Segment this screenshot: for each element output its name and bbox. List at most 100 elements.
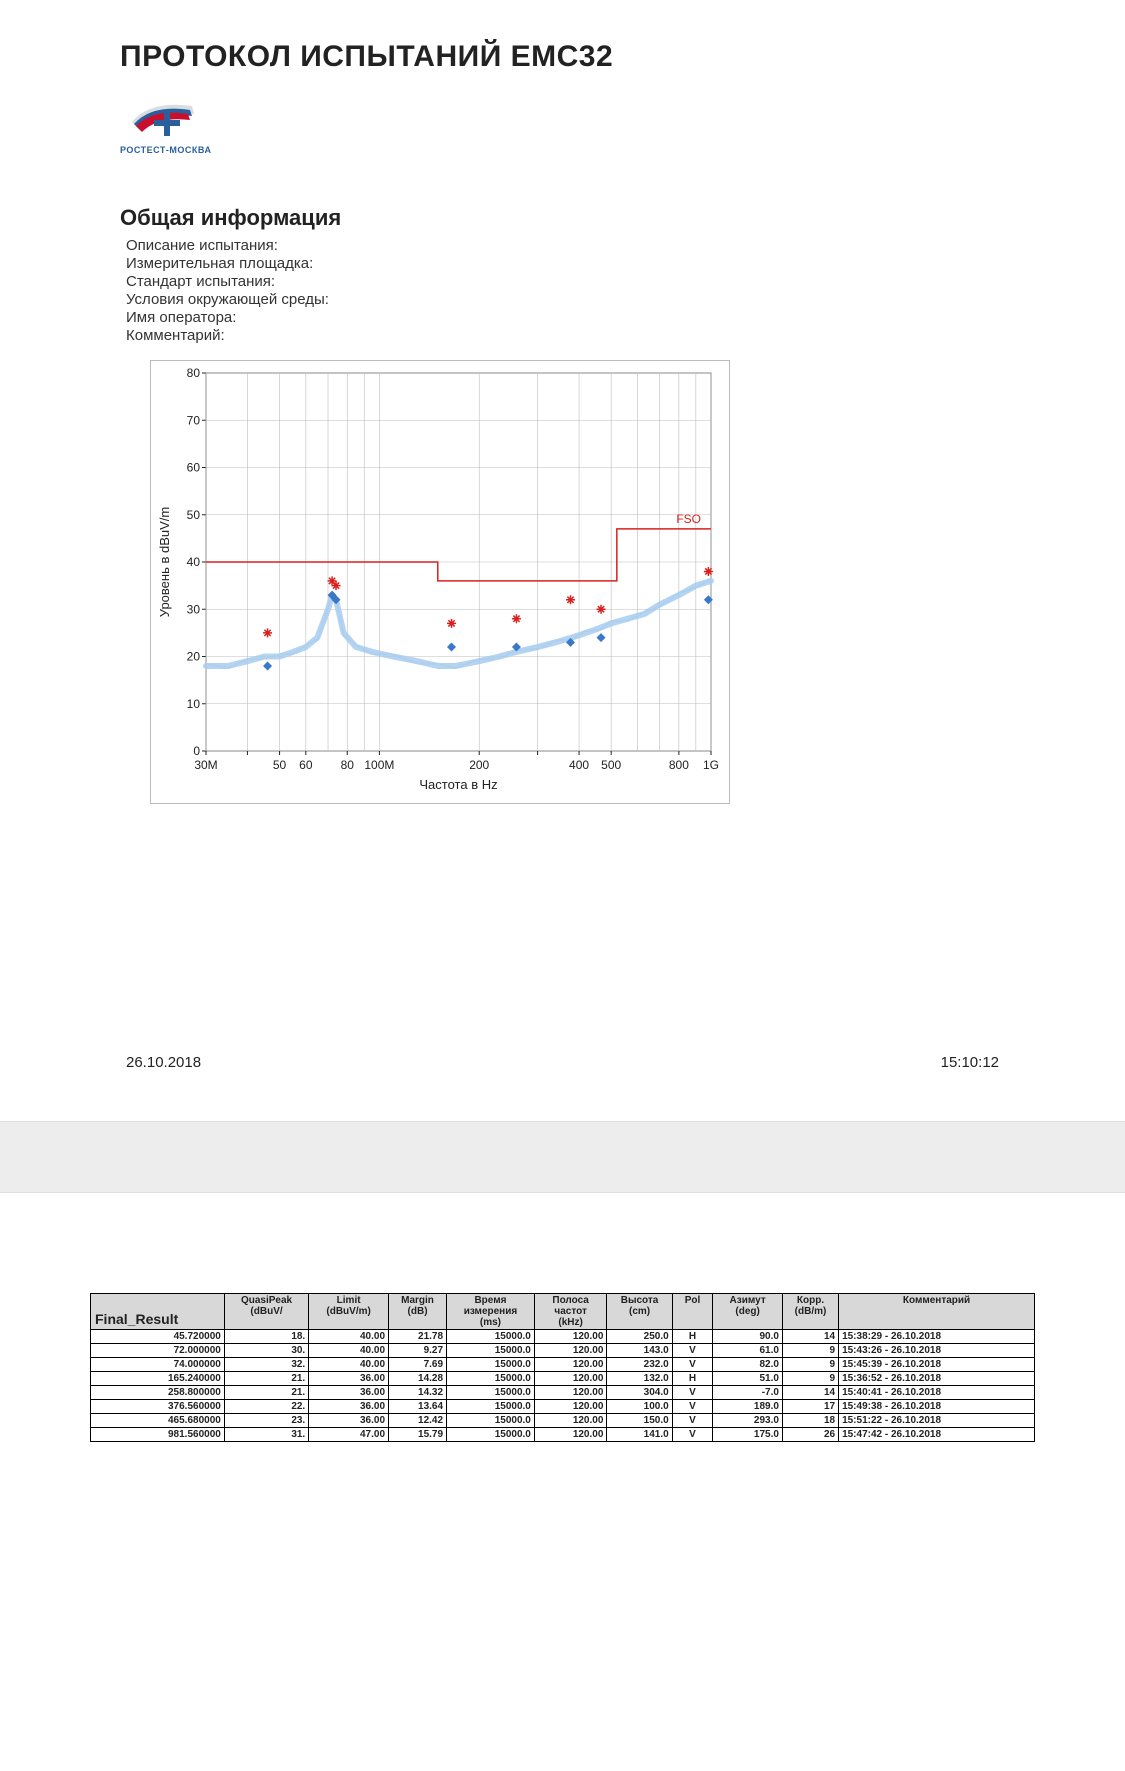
- table-cell: 150.0: [607, 1414, 672, 1428]
- table-cell: 14.32: [389, 1386, 447, 1400]
- svg-text:Уровень в dBuV/m: Уровень в dBuV/m: [157, 507, 172, 617]
- info-line: Описание испытания:: [126, 237, 1005, 254]
- col-header: Margin(dB): [389, 1294, 447, 1330]
- col-header: Pol: [672, 1294, 713, 1330]
- table-cell: 9: [782, 1358, 838, 1372]
- table-cell: 21.: [224, 1386, 308, 1400]
- table-cell: 250.0: [607, 1330, 672, 1344]
- info-line: Имя оператора:: [126, 309, 1005, 326]
- svg-text:Частота в Hz: Частота в Hz: [419, 777, 497, 792]
- table-row: 465.68000023.36.0012.4215000.0120.00150.…: [91, 1414, 1035, 1428]
- table-cell: 14: [782, 1330, 838, 1344]
- table-cell: 31.: [224, 1428, 308, 1442]
- svg-text:500: 500: [601, 758, 621, 772]
- table-cell: 293.0: [713, 1414, 783, 1428]
- table-cell: V: [672, 1344, 713, 1358]
- rostest-logo-icon: [120, 92, 210, 142]
- table-cell: 30.: [224, 1344, 308, 1358]
- table-cell: 23.: [224, 1414, 308, 1428]
- table-cell: 36.00: [309, 1372, 389, 1386]
- table-cell: 40.00: [309, 1330, 389, 1344]
- table-cell: 15000.0: [447, 1372, 535, 1386]
- table-cell: 32.: [224, 1358, 308, 1372]
- table-cell: 120.00: [534, 1414, 607, 1428]
- svg-text:10: 10: [187, 697, 201, 711]
- table-cell: 15:45:39 - 26.10.2018: [839, 1358, 1035, 1372]
- col-header: Азимут(deg): [713, 1294, 783, 1330]
- table-cell: 18: [782, 1414, 838, 1428]
- table-cell: 15000.0: [447, 1414, 535, 1428]
- table-row: 74.00000032.40.007.6915000.0120.00232.0V…: [91, 1358, 1035, 1372]
- table-cell: 74.000000: [91, 1358, 225, 1372]
- col-header: Высота(cm): [607, 1294, 672, 1330]
- table-cell: 15:47:42 - 26.10.2018: [839, 1428, 1035, 1442]
- table-cell: 15:49:38 - 26.10.2018: [839, 1400, 1035, 1414]
- table-cell: 465.680000: [91, 1414, 225, 1428]
- table-cell: 165.240000: [91, 1372, 225, 1386]
- table-cell: 189.0: [713, 1400, 783, 1414]
- table-cell: 7.69: [389, 1358, 447, 1372]
- table-cell: 15000.0: [447, 1386, 535, 1400]
- table-cell: 981.560000: [91, 1428, 225, 1442]
- page-break: [0, 1121, 1125, 1193]
- svg-text:40: 40: [187, 555, 201, 569]
- results-table: Final_ResultQuasiPeak(dBuV/Limit(dBuV/m)…: [90, 1293, 1035, 1442]
- col-header: Limit(dBuV/m): [309, 1294, 389, 1330]
- svg-text:200: 200: [469, 758, 489, 772]
- table-cell: 45.720000: [91, 1330, 225, 1344]
- table-cell: 120.00: [534, 1344, 607, 1358]
- table-cell: 82.0: [713, 1358, 783, 1372]
- table-cell: 36.00: [309, 1386, 389, 1400]
- svg-text:70: 70: [187, 413, 201, 427]
- svg-text:50: 50: [187, 508, 201, 522]
- footer-date: 26.10.2018: [126, 1054, 201, 1071]
- table-cell: 15000.0: [447, 1358, 535, 1372]
- svg-text:0: 0: [193, 744, 200, 758]
- table-cell: H: [672, 1372, 713, 1386]
- page-footer: 26.10.2018 15:10:12: [120, 1054, 1005, 1101]
- table-cell: 36.00: [309, 1414, 389, 1428]
- table-cell: 132.0: [607, 1372, 672, 1386]
- info-line: Комментарий:: [126, 327, 1005, 344]
- svg-text:1G: 1G: [703, 758, 719, 772]
- footer-time: 15:10:12: [941, 1054, 999, 1071]
- table-cell: 232.0: [607, 1358, 672, 1372]
- svg-text:30: 30: [187, 602, 201, 616]
- table-row: 165.24000021.36.0014.2815000.0120.00132.…: [91, 1372, 1035, 1386]
- table-cell: 13.64: [389, 1400, 447, 1414]
- table-cell: 61.0: [713, 1344, 783, 1358]
- table-cell: V: [672, 1386, 713, 1400]
- page-title: ПРОТОКОЛ ИСПЫТАНИЙ EMC32: [120, 40, 1005, 74]
- table-cell: 15:36:52 - 26.10.2018: [839, 1372, 1035, 1386]
- table-cell: 175.0: [713, 1428, 783, 1442]
- table-cell: 9: [782, 1344, 838, 1358]
- col-header: Времяизмерения(ms): [447, 1294, 535, 1330]
- col-header: Корр.(dB/m): [782, 1294, 838, 1330]
- table-cell: 141.0: [607, 1428, 672, 1442]
- table-cell: 15000.0: [447, 1330, 535, 1344]
- table-cell: 40.00: [309, 1358, 389, 1372]
- svg-text:60: 60: [299, 758, 313, 772]
- info-list: Описание испытания:Измерительная площадк…: [120, 237, 1005, 344]
- col-header: Комментарий: [839, 1294, 1035, 1330]
- table-cell: 15:38:29 - 26.10.2018: [839, 1330, 1035, 1344]
- table-cell: 15:43:26 - 26.10.2018: [839, 1344, 1035, 1358]
- table-row: 258.80000021.36.0014.3215000.0120.00304.…: [91, 1386, 1035, 1400]
- table-cell: 120.00: [534, 1372, 607, 1386]
- table-cell: H: [672, 1330, 713, 1344]
- table-cell: V: [672, 1414, 713, 1428]
- table-cell: 72.000000: [91, 1344, 225, 1358]
- logo-block: РОСТЕСТ-МОСКВА: [120, 92, 1005, 155]
- table-cell: V: [672, 1400, 713, 1414]
- col-header: QuasiPeak(dBuV/: [224, 1294, 308, 1330]
- table-cell: 26: [782, 1428, 838, 1442]
- table-cell: 21.78: [389, 1330, 447, 1344]
- info-line: Измерительная площадка:: [126, 255, 1005, 272]
- table-cell: 9.27: [389, 1344, 447, 1358]
- svg-text:100M: 100M: [364, 758, 394, 772]
- table-cell: 120.00: [534, 1428, 607, 1442]
- table-cell: 143.0: [607, 1344, 672, 1358]
- table-cell: 120.00: [534, 1400, 607, 1414]
- table-cell: 15:40:41 - 26.10.2018: [839, 1386, 1035, 1400]
- table-row: 981.56000031.47.0015.7915000.0120.00141.…: [91, 1428, 1035, 1442]
